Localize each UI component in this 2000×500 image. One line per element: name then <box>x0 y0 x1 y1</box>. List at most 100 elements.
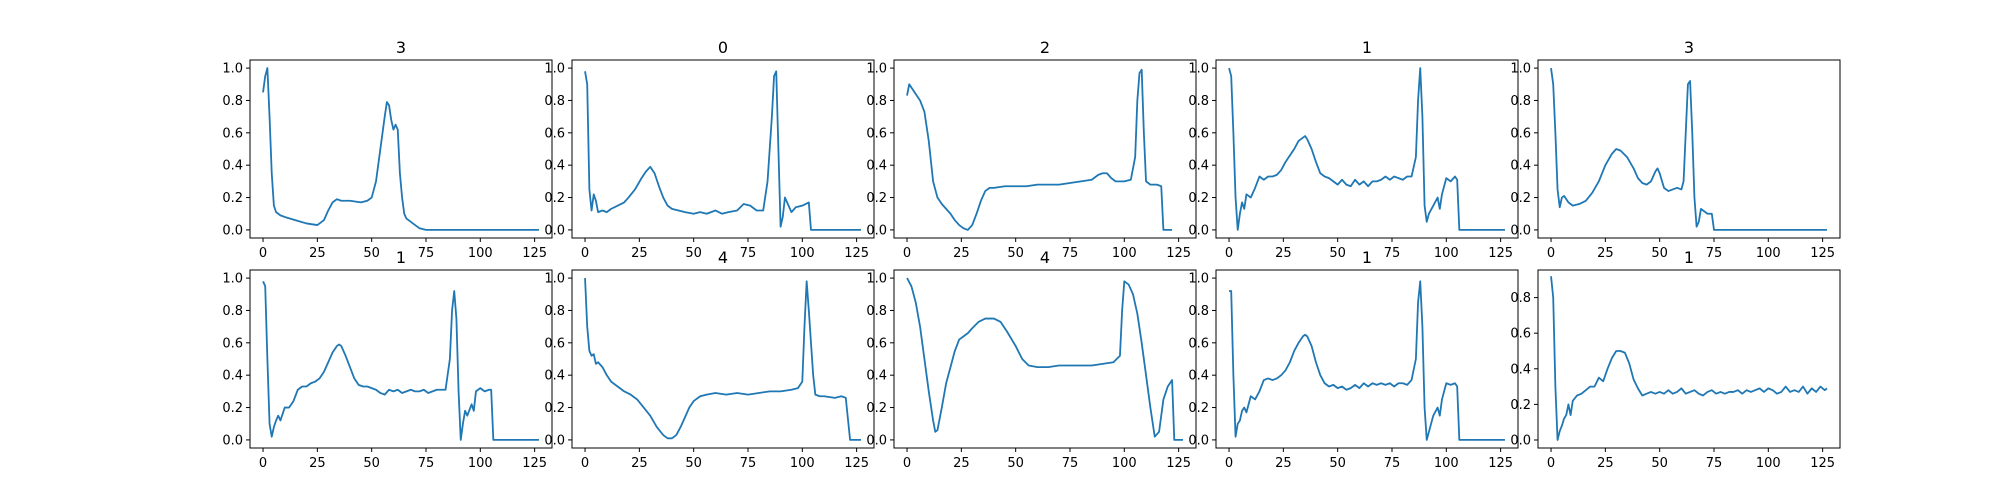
x-tick-label: 0 <box>1225 246 1233 261</box>
series-line <box>584 278 861 441</box>
x-tick-label: 0 <box>1547 246 1555 261</box>
series-line <box>1550 67 1827 231</box>
x-tick-label: 100 <box>468 246 493 261</box>
axes-frame <box>893 59 1197 239</box>
y-tick-label: 0.8 <box>1188 94 1209 109</box>
x-tick-label: 125 <box>1810 246 1835 261</box>
x-tick-label: 50 <box>1651 456 1668 471</box>
y-tick-label: 0.2 <box>544 191 565 206</box>
y-tick-label: 0.8 <box>544 304 565 319</box>
x-tick-label: 100 <box>1112 246 1137 261</box>
y-tick-label: 0.4 <box>1188 159 1209 174</box>
y-tick-label: 0.2 <box>544 401 565 416</box>
y-tick-label: 0.4 <box>544 159 565 174</box>
y-tick-label: 0.6 <box>1188 336 1209 351</box>
x-tick-label: 100 <box>1756 246 1781 261</box>
y-tick-label: 0.6 <box>866 336 887 351</box>
x-tick-label: 25 <box>953 456 970 471</box>
axes-frame <box>1215 59 1519 239</box>
y-tick-label: 0.2 <box>1188 191 1209 206</box>
y-tick-label: 0.6 <box>222 336 243 351</box>
panel-title: 3 <box>1684 38 1694 57</box>
y-tick-label: 1.0 <box>1188 272 1209 287</box>
subplot-panel: 0 25 50 75 100 125 0.0 0.2 0.4 0.6 0.8 1.0 4 <box>544 248 875 471</box>
x-tick-label: 0 <box>581 246 589 261</box>
x-tick-label: 125 <box>522 456 547 471</box>
series-line <box>262 280 539 441</box>
y-tick-label: 0.6 <box>544 126 565 141</box>
y-tick-label: 0.2 <box>866 401 887 416</box>
x-tick-label: 25 <box>953 246 970 261</box>
x-tick-label: 25 <box>1597 246 1614 261</box>
subplot-panel: 0 25 50 75 100 125 0.0 0.2 0.4 0.6 0.8 1.0 1 <box>222 248 553 471</box>
y-tick-label: 0.4 <box>866 369 887 384</box>
y-tick-label: 0.4 <box>1188 369 1209 384</box>
y-tick-label: 0.2 <box>1510 398 1531 413</box>
series-line <box>906 68 1173 231</box>
y-tick-label: 0.8 <box>1510 291 1531 306</box>
x-tick-label: 0 <box>903 456 911 471</box>
x-tick-label: 100 <box>468 456 493 471</box>
subplot-panel: 0 25 50 75 100 125 0.0 0.2 0.4 0.6 0.8 1.0 3 <box>1510 38 1841 261</box>
y-tick-label: 0.2 <box>866 191 887 206</box>
panel-title: 0 <box>718 38 728 57</box>
y-tick-label: 0.6 <box>222 126 243 141</box>
x-tick-label: 25 <box>1597 456 1614 471</box>
axes-frame <box>893 269 1197 449</box>
series-line <box>262 67 539 231</box>
y-tick-label: 0.6 <box>1510 327 1531 342</box>
x-tick-label: 125 <box>1488 456 1513 471</box>
x-tick-label: 0 <box>1225 456 1233 471</box>
x-tick-label: 100 <box>1434 456 1459 471</box>
series-line <box>1550 276 1828 441</box>
y-tick-label: 1.0 <box>1188 62 1209 77</box>
y-tick-label: 0.6 <box>544 336 565 351</box>
y-tick-label: 0.8 <box>1510 94 1531 109</box>
x-tick-label: 25 <box>631 246 648 261</box>
y-tick-label: 0.4 <box>1510 362 1531 377</box>
y-tick-label: 0.8 <box>222 94 243 109</box>
x-tick-label: 0 <box>259 456 267 471</box>
y-tick-label: 0.0 <box>1510 433 1531 448</box>
y-tick-label: 1.0 <box>866 62 887 77</box>
x-tick-label: 75 <box>1062 456 1079 471</box>
x-tick-label: 75 <box>1706 246 1723 261</box>
y-tick-label: 1.0 <box>866 272 887 287</box>
subplot-panel: 0 25 50 75 100 125 0.0 0.2 0.4 0.6 0.8 1.0 2 <box>866 38 1197 261</box>
y-tick-label: 1.0 <box>544 62 565 77</box>
y-tick-label: 0.4 <box>222 369 243 384</box>
x-tick-label: 75 <box>1706 456 1723 471</box>
x-tick-label: 25 <box>309 456 326 471</box>
x-tick-label: 100 <box>1434 246 1459 261</box>
y-tick-label: 0.2 <box>222 191 243 206</box>
x-tick-label: 25 <box>1275 246 1292 261</box>
x-tick-label: 50 <box>685 456 702 471</box>
y-tick-label: 0.0 <box>1188 223 1209 238</box>
x-tick-label: 75 <box>418 246 435 261</box>
panel-title: 2 <box>1040 38 1050 57</box>
y-tick-label: 0.4 <box>1510 159 1531 174</box>
x-tick-label: 0 <box>1547 456 1555 471</box>
y-tick-label: 1.0 <box>1510 62 1531 77</box>
axes-frame <box>249 59 553 239</box>
y-tick-label: 0.8 <box>866 304 887 319</box>
x-tick-label: 125 <box>522 246 547 261</box>
x-tick-label: 50 <box>1329 456 1346 471</box>
subplot-panel: 0 25 50 75 100 125 0.0 0.2 0.4 0.6 0.8 1 <box>1510 248 1841 471</box>
axes-frame <box>1537 269 1841 449</box>
y-tick-label: 0.0 <box>1188 433 1209 448</box>
x-tick-label: 75 <box>740 456 757 471</box>
x-tick-label: 50 <box>1007 246 1024 261</box>
panel-title: 1 <box>396 248 406 267</box>
panel-title: 1 <box>1362 38 1372 57</box>
y-tick-label: 1.0 <box>222 62 243 77</box>
panel-title: 4 <box>1040 248 1050 267</box>
y-tick-label: 0.0 <box>866 223 887 238</box>
x-tick-label: 25 <box>1275 456 1292 471</box>
x-tick-label: 50 <box>685 246 702 261</box>
y-tick-label: 0.4 <box>544 369 565 384</box>
panel-title: 4 <box>718 248 728 267</box>
y-tick-label: 1.0 <box>544 272 565 287</box>
y-tick-label: 0.8 <box>866 94 887 109</box>
